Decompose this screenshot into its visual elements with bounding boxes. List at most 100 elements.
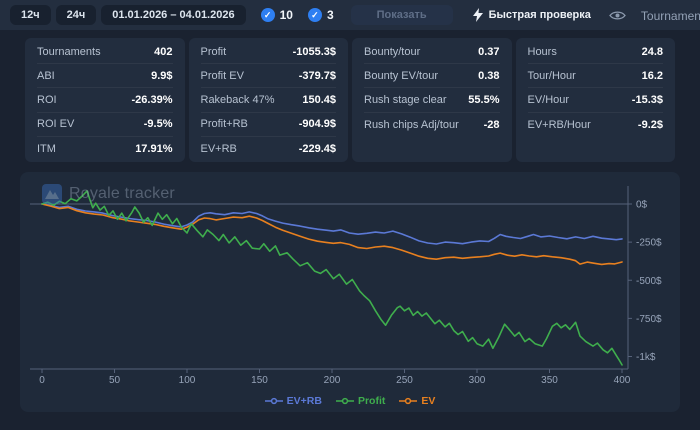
svg-text:150: 150 [251, 375, 268, 386]
stat-value: 0.37 [478, 46, 499, 58]
stat-label: ROI EV [37, 118, 74, 130]
stat-value: 24.8 [642, 46, 663, 58]
stat-value: -1055.3$ [293, 46, 336, 58]
stat-value: -9.2$ [638, 119, 663, 131]
show-button[interactable]: Показать [351, 5, 453, 25]
svg-text:100: 100 [179, 375, 196, 386]
stat-row: ROI EV -9.5% [37, 113, 173, 137]
stat-row: EV/Hour -15.3$ [528, 88, 664, 112]
stat-value: 55.5% [468, 94, 499, 106]
stat-value: -904.9$ [299, 118, 336, 130]
stat-label: Rush chips Adj/tour [364, 119, 459, 131]
stat-value: 402 [154, 46, 172, 58]
svg-text:-750$: -750$ [636, 314, 662, 325]
stat-row: Tournaments 402 [37, 40, 173, 64]
stat-label: ROI [37, 94, 57, 106]
stat-label: EV/Hour [528, 94, 570, 106]
legend-marker-icon [399, 397, 417, 405]
stat-row: Rush stage clear 55.5% [364, 88, 500, 112]
stat-label: EV+RB/Hour [528, 119, 591, 131]
stat-row: Rush chips Adj/tour -28 [364, 113, 500, 137]
stat-row: Profit -1055.3$ [201, 40, 337, 64]
card-profit-stats: Profit -1055.3$ Profit EV -379.7$ Rakeba… [189, 38, 349, 162]
topbar-tournaments-stat: Tournaments: 402 [641, 8, 700, 23]
stat-value: -229.4$ [299, 143, 336, 155]
stat-row: ITM 17.91% [37, 137, 173, 161]
stat-value: 150.4$ [302, 94, 336, 106]
legend-marker-icon [265, 397, 283, 405]
stat-row: Tour/Hour 16.2 [528, 64, 664, 88]
legend-item-ev[interactable]: EV [399, 395, 435, 407]
svg-text:-500$: -500$ [636, 276, 662, 287]
stat-row: ROI -26.39% [37, 88, 173, 112]
filter-checkbox-3-label: 3 [327, 8, 334, 22]
card-general-stats: Tournaments 402 ABI 9.9$ ROI -26.39% ROI… [25, 38, 185, 162]
legend-label: Profit [358, 395, 385, 407]
stat-row: Hours 24.8 [528, 40, 664, 64]
stat-label: Tournaments [37, 46, 101, 58]
stat-row: EV+RB -229.4$ [201, 137, 337, 161]
legend-item-ev-rb[interactable]: EV+RB [265, 395, 322, 407]
filter-checkbox-10-label: 10 [280, 8, 293, 22]
stat-value: 17.91% [135, 143, 172, 155]
date-range-picker[interactable]: 01.01.2026 – 04.01.2026 [101, 5, 245, 25]
stat-row: Bounty EV/tour 0.38 [364, 64, 500, 88]
stat-label: Profit+RB [201, 118, 248, 130]
range-12h-button[interactable]: 12ч [10, 5, 51, 25]
svg-text:250: 250 [396, 375, 413, 386]
checkmark-icon: ✓ [261, 8, 275, 22]
filter-checkbox-10[interactable]: ✓ 10 [261, 8, 293, 22]
legend-marker-icon [336, 397, 354, 405]
checkmark-icon: ✓ [308, 8, 322, 22]
stat-row: ABI 9.9$ [37, 64, 173, 88]
stats-cards-row: Tournaments 402 ABI 9.9$ ROI -26.39% ROI… [0, 30, 700, 162]
profit-chart-canvas[interactable]: 0$ -250$ -500$ -750$ -1k$ 0 50 100 150 200 250 300 3… [20, 172, 680, 412]
stat-label: ITM [37, 143, 56, 155]
tournaments-label: Tournaments: [641, 9, 700, 23]
stat-value: -379.7$ [299, 70, 336, 82]
lightning-icon [473, 8, 483, 22]
stat-row: Profit EV -379.7$ [201, 64, 337, 88]
quick-check-label: Быстрая проверка [489, 9, 591, 21]
stat-value: 0.38 [478, 70, 499, 82]
stat-row: Bounty/tour 0.37 [364, 40, 500, 64]
stat-label: Hours [528, 46, 557, 58]
card-hourly-stats: Hours 24.8 Tour/Hour 16.2 EV/Hour -15.3$… [516, 38, 676, 162]
chart-legend: EV+RB Profit EV [20, 395, 680, 407]
svg-text:200: 200 [324, 375, 341, 386]
stat-row: Profit+RB -904.9$ [201, 113, 337, 137]
stat-label: Rakeback 47% [201, 94, 275, 106]
legend-label: EV [421, 395, 435, 407]
svg-text:300: 300 [469, 375, 486, 386]
stat-label: Bounty EV/tour [364, 70, 438, 82]
svg-text:400: 400 [614, 375, 631, 386]
svg-text:0: 0 [39, 375, 45, 386]
svg-text:0$: 0$ [636, 200, 648, 211]
legend-item-profit[interactable]: Profit [336, 395, 385, 407]
stat-label: Profit [201, 46, 227, 58]
stat-value: 16.2 [642, 70, 663, 82]
stat-row: EV+RB/Hour -9.2$ [528, 113, 664, 137]
stat-value: -26.39% [132, 94, 173, 106]
stat-value: 9.9$ [151, 70, 172, 82]
stat-label: Rush stage clear [364, 94, 447, 106]
svg-text:350: 350 [541, 375, 558, 386]
svg-text:50: 50 [109, 375, 121, 386]
stat-label: Tour/Hour [528, 70, 576, 82]
stat-label: Bounty/tour [364, 46, 420, 58]
card-bounty-stats: Bounty/tour 0.37 Bounty EV/tour 0.38 Rus… [352, 38, 512, 162]
eye-icon [609, 10, 626, 21]
stat-value: -28 [484, 119, 500, 131]
visibility-toggle[interactable] [609, 10, 626, 21]
range-24h-button[interactable]: 24ч [56, 5, 97, 25]
stat-label: EV+RB [201, 143, 237, 155]
filter-checkbox-3[interactable]: ✓ 3 [308, 8, 334, 22]
stat-value: -15.3$ [632, 94, 663, 106]
stat-label: Profit EV [201, 70, 244, 82]
stat-label: ABI [37, 70, 55, 82]
profit-chart[interactable]: 0$ -250$ -500$ -750$ -1k$ 0 50 100 150 200 250 300 3… [20, 172, 680, 412]
svg-text:-250$: -250$ [636, 238, 662, 249]
svg-text:-1k$: -1k$ [636, 352, 656, 363]
legend-label: EV+RB [287, 395, 322, 407]
quick-check-button[interactable]: Быстрая проверка [473, 8, 591, 22]
